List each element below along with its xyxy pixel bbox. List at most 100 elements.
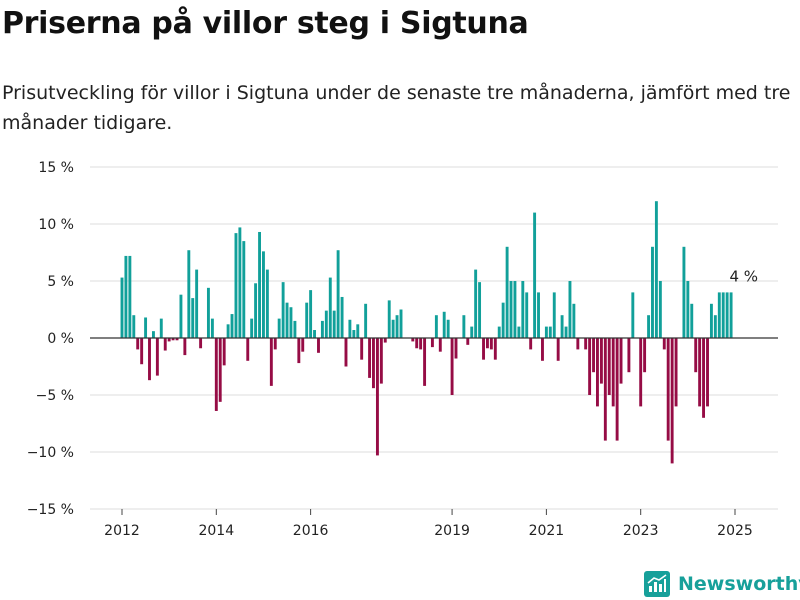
bar: [572, 303, 576, 338]
bar: [324, 310, 328, 338]
bar: [124, 255, 128, 338]
bar: [328, 277, 332, 338]
bar: [332, 310, 336, 338]
bar: [411, 338, 415, 342]
bar: [615, 338, 619, 441]
y-tick-label: 0 %: [47, 331, 74, 347]
bar: [148, 338, 151, 381]
bar: [686, 281, 690, 338]
bar: [187, 250, 191, 338]
bar: [489, 338, 493, 350]
bar: [658, 281, 662, 338]
bar: [375, 338, 379, 456]
bar: [544, 326, 548, 338]
bar: [352, 330, 356, 338]
bar: [289, 307, 293, 338]
bar: [713, 315, 717, 338]
bar: [446, 319, 450, 338]
bar: [725, 292, 729, 338]
bar: [666, 338, 670, 441]
bar: [395, 315, 399, 338]
bar: [470, 326, 474, 338]
x-axis-ticks: 2012 2014 2016 2019 2021 2023 2025: [104, 509, 753, 539]
bar: [564, 326, 568, 338]
bar: [541, 338, 544, 361]
bar: [560, 315, 564, 338]
bar: [368, 338, 372, 378]
bar: [462, 315, 466, 338]
bar: [717, 292, 721, 338]
bar: [729, 292, 733, 338]
bar: [191, 298, 195, 338]
brand-name: Newsworthy: [678, 573, 800, 595]
bar: [434, 315, 438, 338]
bar: [246, 338, 250, 361]
bar: [474, 269, 478, 338]
bar: [313, 330, 316, 338]
bar: [525, 292, 529, 338]
bar: [702, 338, 705, 418]
bar: [721, 292, 725, 338]
bar: [305, 302, 309, 338]
bar: [309, 290, 313, 338]
bar: [478, 282, 482, 338]
bar: [537, 292, 540, 338]
bar: [603, 338, 607, 441]
bar: [521, 281, 525, 338]
bar: [269, 338, 273, 386]
bar: [140, 338, 144, 365]
bar: [265, 269, 269, 338]
bar: [631, 292, 635, 338]
bar: [419, 338, 423, 350]
bar: [690, 303, 694, 338]
y-tick-label: −5 %: [36, 388, 74, 404]
x-tick-label: 2023: [623, 523, 659, 539]
chart-subtitle: Prisutveckling för villor i Sigtuna unde…: [2, 82, 791, 134]
bar: [273, 338, 277, 350]
bar: [132, 315, 136, 338]
bar: [277, 318, 281, 338]
x-tick-label: 2025: [717, 523, 753, 539]
bar: [163, 338, 167, 351]
bar: [152, 331, 155, 338]
bar: [556, 338, 560, 361]
bar: [250, 318, 254, 338]
y-tick-label: 5 %: [47, 274, 74, 290]
bar: [234, 233, 238, 338]
y-axis-ticks: 15 % 10 % 5 % 0 % −5 % −10 % −15 %: [27, 160, 74, 518]
bar: [293, 320, 297, 338]
bar: [454, 338, 458, 359]
bar: [698, 338, 702, 407]
bar: [136, 338, 140, 350]
newsworthy-logo: Newsworthy: [644, 568, 800, 600]
bar: [183, 338, 187, 356]
bar: [709, 303, 713, 338]
bar: [654, 201, 658, 338]
bar: [336, 250, 340, 338]
bar: [340, 296, 344, 338]
chart-title: Priserna på villor steg i Sigtuna: [2, 6, 529, 41]
bar: [501, 302, 505, 338]
bars: [120, 201, 733, 464]
bar: [238, 227, 242, 338]
bar: [218, 338, 222, 402]
bar: [596, 338, 599, 407]
newsworthy-icon: [644, 571, 670, 597]
bar: [611, 338, 615, 407]
bar: [297, 338, 301, 364]
bar: [505, 246, 509, 338]
bar: [210, 318, 214, 338]
bar: [485, 338, 489, 349]
bar: [466, 338, 470, 345]
bar: [175, 338, 179, 341]
bar: [497, 326, 501, 338]
bar: [387, 300, 391, 338]
bar: [155, 338, 159, 376]
bar: [694, 338, 698, 373]
bar: [513, 281, 517, 338]
bar: [493, 338, 497, 360]
bar-chart: 15 %10 %5 %0 %−5 %−10 %−15 % 2012 2014 201…: [27, 160, 778, 539]
bar: [167, 338, 171, 342]
bar: [415, 338, 419, 349]
y-tick-label: 15 %: [38, 160, 74, 176]
